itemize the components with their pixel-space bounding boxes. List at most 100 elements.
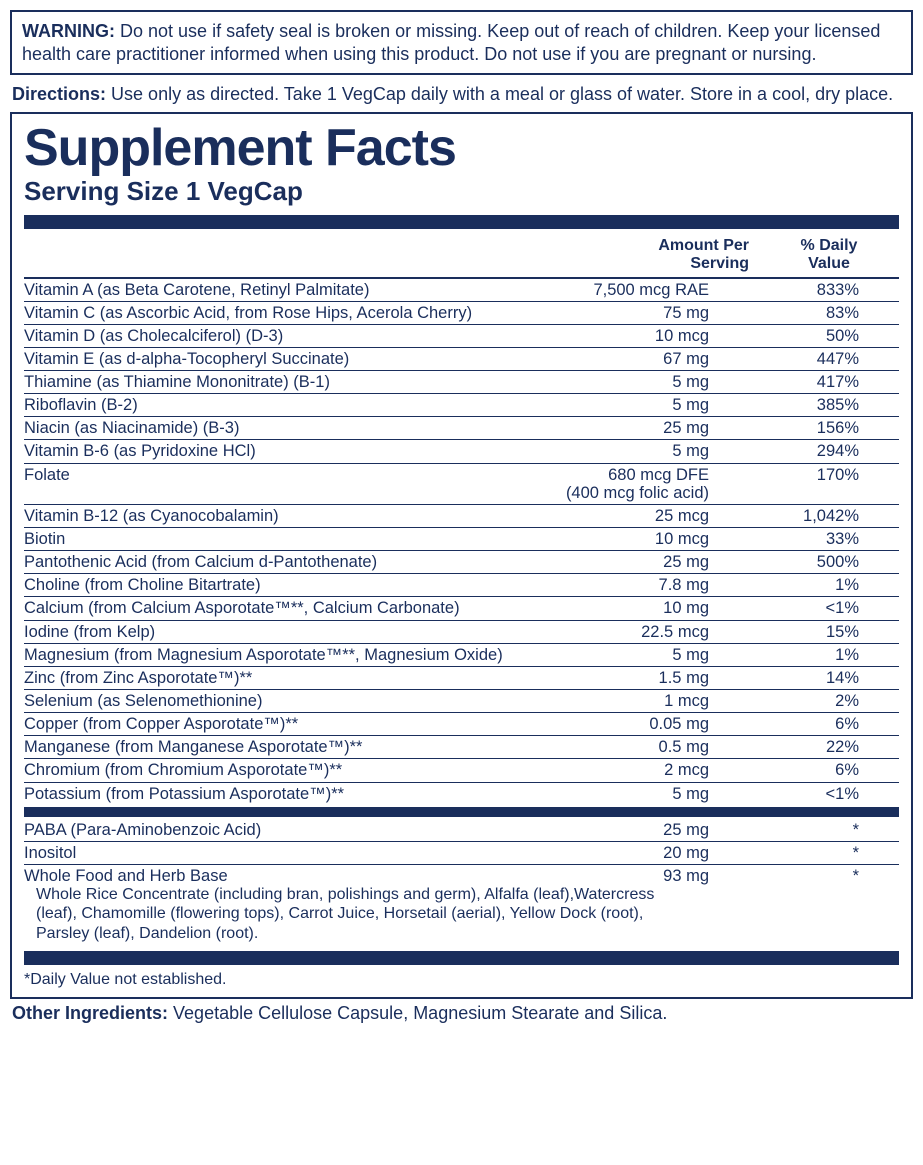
nutrient-name: Choline (from Choline Bitartrate)	[24, 576, 529, 594]
nutrient-amount: 7.8 mg	[529, 576, 719, 594]
table-row: Magnesium (from Magnesium Asporotate™**,…	[24, 643, 899, 666]
nutrient-name: PABA (Para-Aminobenzoic Acid)	[24, 821, 529, 839]
table-row: Calcium (from Calcium Asporotate™**, Cal…	[24, 596, 899, 619]
nutrient-name: Riboflavin (B-2)	[24, 396, 529, 414]
nutrient-dv: 1%	[719, 646, 899, 664]
nutrient-dv: 33%	[719, 530, 899, 548]
nutrient-dv: 14%	[719, 669, 899, 687]
nutrient-dv: 417%	[719, 373, 899, 391]
nutrient-name: Calcium (from Calcium Asporotate™**, Cal…	[24, 599, 529, 617]
nutrient-amount: 93 mg	[529, 867, 719, 885]
nutrient-dv: <1%	[719, 599, 899, 617]
nutrient-amount: 22.5 mcg	[529, 623, 719, 641]
nutrient-amount: 67 mg	[529, 350, 719, 368]
nutrient-amount: 0.5 mg	[529, 738, 719, 756]
directions-text: Use only as directed. Take 1 VegCap dail…	[111, 84, 893, 104]
table-row: Copper (from Copper Asporotate™)**0.05 m…	[24, 712, 899, 735]
supplement-facts-panel: Supplement Facts Serving Size 1 VegCap A…	[10, 112, 913, 999]
nutrient-name: Pantothenic Acid (from Calcium d-Pantoth…	[24, 553, 529, 571]
nutrient-dv: 6%	[719, 761, 899, 779]
nutrient-name: Thiamine (as Thiamine Mononitrate) (B-1)	[24, 373, 529, 391]
nutrient-dv: 170%	[719, 466, 899, 484]
nutrient-dv: *	[719, 844, 899, 862]
nutrient-name: Iodine (from Kelp)	[24, 623, 529, 641]
table-row: Folate680 mcg DFE170%(400 mcg folic acid…	[24, 463, 899, 504]
header-dv: % DailyValue	[759, 237, 899, 273]
nutrient-dv: *	[719, 821, 899, 839]
table-row: Iodine (from Kelp)22.5 mcg15%	[24, 620, 899, 643]
table-row: Inositol20 mg*	[24, 841, 899, 864]
table-row: Thiamine (as Thiamine Mononitrate) (B-1)…	[24, 370, 899, 393]
nutrient-amount: 25 mg	[529, 553, 719, 571]
nutrient-amount: 25 mcg	[529, 507, 719, 525]
nutrient-amount: 5 mg	[529, 785, 719, 803]
nutrient-dv: <1%	[719, 785, 899, 803]
whole-food-sub: Whole Rice Concentrate (including bran, …	[24, 885, 676, 943]
nutrient-name: Vitamin B-6 (as Pyridoxine HCl)	[24, 442, 529, 460]
table-row: Vitamin B-12 (as Cyanocobalamin)25 mcg1,…	[24, 504, 899, 527]
nutrient-amount: 75 mg	[529, 304, 719, 322]
nutrient-name: Folate	[24, 466, 529, 484]
nutrient-amount: 5 mg	[529, 396, 719, 414]
nutrient-amount: 2 mcg	[529, 761, 719, 779]
nutrient-dv: 500%	[719, 553, 899, 571]
nutrient-dv: 15%	[719, 623, 899, 641]
nutrient-dv: 833%	[719, 281, 899, 299]
table-row: Selenium (as Selenomethionine)1 mcg2%	[24, 689, 899, 712]
nutrients-secondary-list: PABA (Para-Aminobenzoic Acid)25 mg*Inosi…	[24, 819, 899, 864]
nutrient-name: Vitamin A (as Beta Carotene, Retinyl Pal…	[24, 281, 529, 299]
nutrient-name: Vitamin C (as Ascorbic Acid, from Rose H…	[24, 304, 529, 322]
nutrient-name: Potassium (from Potassium Asporotate™)**	[24, 785, 529, 803]
nutrient-dv: 156%	[719, 419, 899, 437]
table-row: Choline (from Choline Bitartrate)7.8 mg1…	[24, 573, 899, 596]
nutrient-amount: 10 mg	[529, 599, 719, 617]
table-row: Zinc (from Zinc Asporotate™)**1.5 mg14%	[24, 666, 899, 689]
nutrient-dv: 1%	[719, 576, 899, 594]
nutrient-name: Copper (from Copper Asporotate™)**	[24, 715, 529, 733]
nutrient-name: Biotin	[24, 530, 529, 548]
nutrient-name: Inositol	[24, 844, 529, 862]
bar-icon	[24, 951, 899, 965]
nutrient-amount: 20 mg	[529, 844, 719, 862]
nutrient-dv: 83%	[719, 304, 899, 322]
nutrient-name: Niacin (as Niacinamide) (B-3)	[24, 419, 529, 437]
nutrient-amount: 10 mcg	[529, 530, 719, 548]
nutrient-amount: 7,500 mcg RAE	[529, 281, 719, 299]
other-ingredients: Other Ingredients: Vegetable Cellulose C…	[10, 999, 913, 1028]
nutrient-amount: 1.5 mg	[529, 669, 719, 687]
table-row: Riboflavin (B-2)5 mg385%	[24, 393, 899, 416]
column-headers: Amount PerServing % DailyValue	[24, 233, 899, 277]
nutrient-dv: 50%	[719, 327, 899, 345]
nutrient-amount-sub: (400 mcg folic acid)	[529, 484, 719, 502]
nutrient-name: Chromium (from Chromium Asporotate™)**	[24, 761, 529, 779]
table-row: Vitamin C (as Ascorbic Acid, from Rose H…	[24, 301, 899, 324]
table-row: Niacin (as Niacinamide) (B-3)25 mg156%	[24, 416, 899, 439]
nutrient-name: Magnesium (from Magnesium Asporotate™**,…	[24, 646, 529, 664]
nutrient-name: Vitamin D (as Cholecalciferol) (D-3)	[24, 327, 529, 345]
nutrient-name: Vitamin E (as d-alpha-Tocopheryl Succina…	[24, 350, 529, 368]
other-text: Vegetable Cellulose Capsule, Magnesium S…	[173, 1003, 667, 1023]
table-row: Vitamin D (as Cholecalciferol) (D-3)10 m…	[24, 324, 899, 347]
nutrient-amount: 680 mcg DFE	[529, 466, 719, 484]
table-row: Vitamin E (as d-alpha-Tocopheryl Succina…	[24, 347, 899, 370]
nutrient-amount: 5 mg	[529, 646, 719, 664]
nutrient-name: Selenium (as Selenomethionine)	[24, 692, 529, 710]
nutrient-dv: 1,042%	[719, 507, 899, 525]
table-row: PABA (Para-Aminobenzoic Acid)25 mg*	[24, 819, 899, 841]
table-row: Potassium (from Potassium Asporotate™)**…	[24, 782, 899, 805]
nutrient-amount: 25 mg	[529, 821, 719, 839]
facts-title: Supplement Facts	[24, 122, 899, 174]
warning-text: Do not use if safety seal is broken or m…	[22, 21, 880, 64]
bar-icon	[24, 807, 899, 817]
warning-label: WARNING:	[22, 21, 115, 41]
dv-footnote: *Daily Value not established.	[24, 969, 899, 991]
table-row: Chromium (from Chromium Asporotate™)**2 …	[24, 758, 899, 781]
nutrient-dv: *	[719, 867, 899, 885]
table-row: Vitamin B-6 (as Pyridoxine HCl)5 mg294%	[24, 439, 899, 462]
nutrient-name: Vitamin B-12 (as Cyanocobalamin)	[24, 507, 529, 525]
nutrient-name: Manganese (from Manganese Asporotate™)**	[24, 738, 529, 756]
nutrient-amount: 10 mcg	[529, 327, 719, 345]
nutrient-dv: 385%	[719, 396, 899, 414]
nutrient-amount: 1 mcg	[529, 692, 719, 710]
header-amount: Amount PerServing	[569, 237, 759, 273]
